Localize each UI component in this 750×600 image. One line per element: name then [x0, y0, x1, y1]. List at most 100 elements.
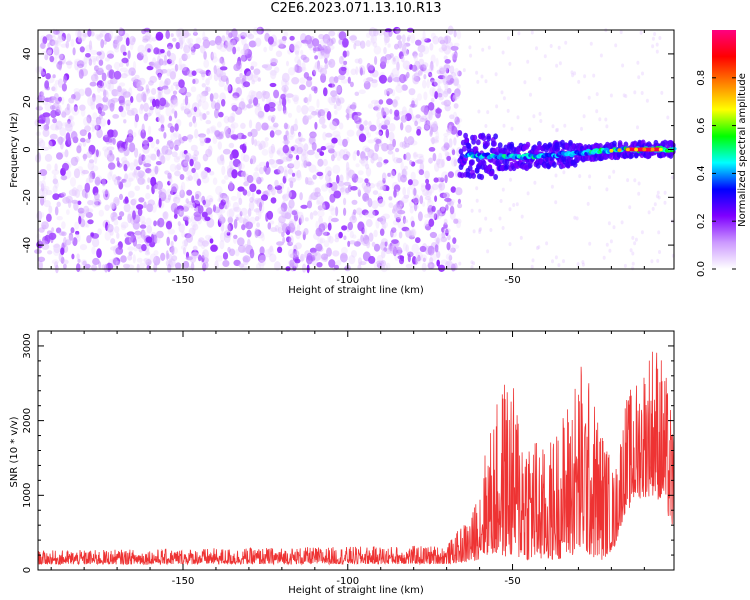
- spectrogram-cell: [224, 175, 229, 180]
- spectrogram-cell: [120, 44, 126, 54]
- spectrogram-cell: [217, 155, 225, 166]
- spectrogram-cell: [317, 44, 323, 52]
- colorbar-gradient: [712, 30, 736, 269]
- spectrogram-cell: [369, 124, 377, 132]
- spectrogram-cell: [104, 148, 110, 158]
- spectrogram-cell: [278, 42, 284, 48]
- spectrogram-cell: [459, 153, 465, 160]
- spectrogram-cell: [575, 216, 579, 221]
- spectrogram-cell: [183, 108, 191, 115]
- spectrogram-cell: [633, 178, 637, 183]
- spectrogram-cell: [56, 35, 65, 43]
- spectrogram-cell: [92, 257, 100, 266]
- spectrogram-cell: [508, 242, 512, 247]
- spectrogram-cell: [35, 65, 43, 75]
- spectrogram-cell: [304, 217, 309, 222]
- spectrogram-cell: [314, 151, 320, 159]
- spectrogram-cell: [285, 93, 294, 98]
- spectrogram-cell: [150, 176, 157, 187]
- spectrogram-cell: [166, 236, 170, 246]
- spectrogram-cell: [83, 153, 87, 162]
- spectrogram-cell: [89, 170, 96, 179]
- spectrogram-cell: [139, 103, 145, 110]
- spectrogram-cell: [139, 215, 146, 223]
- spectrogram-cell: [261, 194, 268, 201]
- spectrogram-cell: [453, 103, 459, 109]
- spectrogram-cell: [256, 91, 263, 100]
- spectrogram-cell: [123, 263, 130, 269]
- spectrogram-cell: [581, 260, 585, 265]
- spectrogram-cell: [322, 231, 330, 236]
- spectrogram-cell: [246, 94, 252, 102]
- spectrogram-cell: [116, 160, 120, 167]
- spectrogram-cell: [289, 259, 295, 268]
- spectrogram-cell: [391, 57, 397, 65]
- spectrogram-cell: [54, 79, 61, 85]
- spectrogram-cell: [341, 225, 348, 231]
- spectrogram-cell: [446, 87, 452, 94]
- spectrogram-cell: [49, 39, 56, 46]
- spectrogram-cell: [656, 190, 660, 195]
- spectrogram-cell: [299, 214, 304, 224]
- spectrogram-cell: [123, 203, 131, 213]
- spectrogram-cell: [128, 67, 136, 76]
- spectrogram-cell: [413, 202, 418, 212]
- spectrogram-cell: [257, 259, 266, 267]
- spectrogram-cell: [240, 35, 246, 40]
- spectrogram-cell: [317, 210, 325, 218]
- spectrogram-cell: [436, 233, 445, 243]
- spectrogram-cell: [312, 174, 317, 180]
- spectrogram-cell: [137, 236, 145, 244]
- spectrogram-cell: [96, 66, 104, 71]
- spectrogram-cell: [83, 61, 87, 69]
- spectrogram-cell: [256, 176, 262, 185]
- spectrogram-cell: [230, 195, 238, 201]
- spectrogram-cell: [40, 42, 46, 49]
- spectrogram-cell: [444, 82, 449, 91]
- spectrogram-cell: [231, 104, 238, 112]
- spectrogram-cell: [158, 91, 162, 100]
- spectrogram-cell: [112, 174, 117, 182]
- spectrogram-cell: [61, 110, 65, 117]
- spectrogram-cell: [74, 221, 80, 230]
- spectrogram-cell: [150, 62, 156, 68]
- spectrogram-cell: [132, 37, 136, 43]
- spectrogram-cell: [554, 255, 558, 260]
- spectrogram-cell: [97, 120, 102, 125]
- spectrogram-cell: [340, 78, 349, 84]
- spectrogram-cell: [345, 167, 352, 176]
- spectrogram-cell: [112, 257, 121, 266]
- spectrogram-cell: [135, 79, 142, 88]
- spectrogram-cell: [327, 96, 335, 104]
- spectrogram-cell: [370, 156, 375, 164]
- spectrogram-cell: [75, 36, 83, 45]
- spectrogram-cell: [443, 136, 449, 144]
- spectrogram-cell: [315, 243, 323, 252]
- spectrogram-cell: [86, 235, 92, 244]
- spectrogram-cell: [281, 78, 288, 88]
- spectrogram-cell: [604, 117, 608, 122]
- spectrogram-cell: [426, 68, 431, 76]
- spectrogram-cell: [209, 238, 214, 244]
- spectrogram-cell: [358, 133, 367, 143]
- spectrogram-cell: [289, 235, 294, 245]
- spectrogram-cell: [402, 242, 408, 252]
- spectrogram-cell: [343, 235, 347, 241]
- spectrogram-cell: [309, 212, 314, 220]
- spectrogram-cell: [472, 261, 476, 266]
- spectrogram-cell: [332, 95, 340, 100]
- spectrogram-cell: [261, 90, 267, 96]
- spectrogram-cell: [65, 61, 73, 66]
- spectrogram-cell: [378, 129, 384, 136]
- spectrogram-cell: [136, 263, 140, 273]
- spectrogram-cell: [282, 236, 286, 244]
- spectrogram-cell: [180, 102, 185, 112]
- spectrogram-cell: [609, 148, 614, 153]
- spectrogram-cell: [91, 124, 95, 133]
- spectrogram-cell: [403, 42, 411, 47]
- spectrogram-cell: [486, 110, 490, 115]
- spectrogram-cell: [651, 44, 655, 49]
- spectrogram-cell: [405, 124, 412, 133]
- spectrogram-cell: [375, 138, 382, 144]
